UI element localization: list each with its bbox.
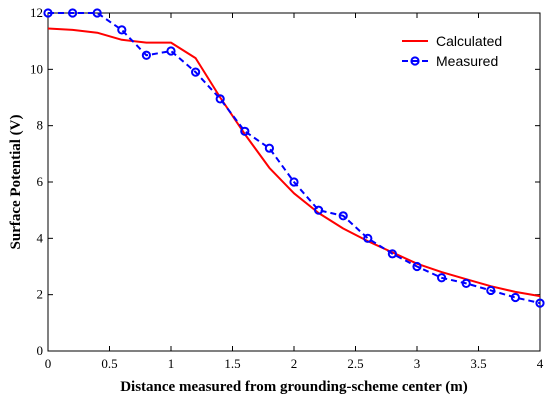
- x-tick-label: 2: [291, 356, 298, 371]
- legend: Calculated Measured: [392, 28, 530, 72]
- y-tick-label: 8: [37, 118, 44, 133]
- data-point-measured: [412, 261, 422, 272]
- y-tick-label: 2: [37, 287, 44, 302]
- data-point-measured: [117, 25, 127, 35]
- x-tick-label: 0.5: [101, 356, 117, 371]
- data-point-measured: [264, 143, 274, 153]
- series-layer: [43, 8, 545, 308]
- data-point-measured: [240, 126, 250, 136]
- data-point-measured: [68, 8, 78, 18]
- data-point-measured: [437, 273, 447, 283]
- data-point-measured: [510, 292, 521, 303]
- data-point-measured: [338, 211, 348, 221]
- x-axis-title: Distance measured from grounding-scheme …: [120, 379, 468, 395]
- y-tick-label: 0: [37, 343, 44, 358]
- data-point-measured: [387, 249, 397, 259]
- data-point-measured: [166, 46, 176, 56]
- series-line-calculated: [47, 27, 541, 298]
- data-point-measured: [486, 285, 496, 296]
- y-axis-title: Surface Potential (V): [8, 115, 24, 250]
- y-tick-label: 4: [37, 230, 44, 245]
- data-point-measured: [43, 8, 53, 18]
- y-tick-label: 12: [30, 5, 43, 20]
- data-point-measured: [535, 298, 545, 308]
- data-point-measured: [215, 94, 225, 104]
- data-point-measured: [289, 177, 299, 187]
- x-tick-label: 1: [168, 356, 175, 371]
- x-tick-label: 4: [537, 356, 544, 371]
- series-line-measured: [48, 12, 541, 305]
- data-point-measured: [191, 67, 201, 77]
- y-axis: 0 2 4 6 8 10 12: [30, 5, 540, 358]
- legend-label-measured: Measured: [436, 53, 498, 69]
- x-tick-label: 2.5: [347, 356, 363, 371]
- y-tick-label: 6: [37, 174, 44, 189]
- x-axis: 0 0.5 1 1.5 2 2.5 3 3.5 4: [45, 13, 544, 371]
- x-tick-label: 3.5: [470, 356, 486, 371]
- x-tick-label: 3: [414, 356, 421, 371]
- legend-marker-measured: [410, 56, 420, 66]
- data-point-measured: [314, 205, 324, 215]
- x-tick-label: 0: [45, 356, 52, 371]
- data-point-measured: [363, 233, 373, 243]
- data-point-measured: [92, 8, 102, 18]
- legend-label-calculated: Calculated: [436, 33, 502, 49]
- data-point-measured: [141, 50, 151, 60]
- y-tick-label: 10: [30, 61, 43, 76]
- data-point-measured: [461, 278, 471, 288]
- x-tick-label: 1.5: [224, 356, 240, 371]
